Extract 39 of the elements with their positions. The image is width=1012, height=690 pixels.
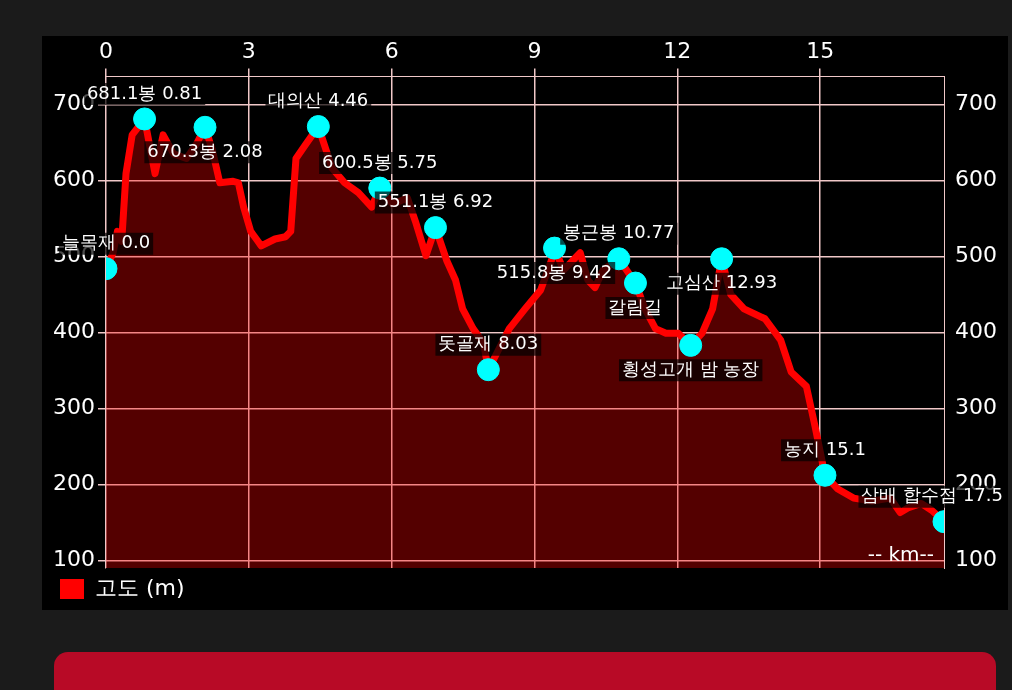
y2-tick-label: 600 [955,166,998,192]
annotation: 봉근봉 10.77 [563,221,675,243]
legend-label: 고도 (m) [95,574,185,600]
x-tick-label: 9 [527,37,542,63]
x-tick-label: 15 [806,37,835,63]
annotation: 670.3봉 2.08 [147,139,263,161]
point [710,247,734,271]
x-tick-label: 3 [241,37,256,63]
annotation: 농지 15.1 [784,437,866,459]
y2-tick-label: 300 [955,394,998,420]
annotation: 551.1봉 6.92 [377,190,494,212]
y-tick-label: 400 [52,318,95,344]
point [193,115,217,139]
annotation: 515.8봉 9.42 [496,260,613,282]
y-tick-label: 300 [52,394,95,420]
x-tick-label: 6 [384,37,399,63]
y2-tick-label: 400 [955,318,998,344]
y-tick-label: 100 [52,546,95,572]
y2-tick-label: 700 [955,90,998,116]
y-tick-label: 200 [52,470,95,496]
x-tick-label: 0 [98,37,113,63]
point [476,358,500,382]
point [133,107,157,131]
point [679,333,703,357]
annotation: 갈림길 [608,295,663,317]
x-tick-label: 12 [663,37,692,63]
annotation: 대의산 4.46 [268,89,369,111]
point [813,463,837,487]
x-axis-title: -- km-- [867,542,935,567]
y-tick-label: 600 [52,166,95,192]
point [623,271,647,295]
point [423,216,447,240]
y2-tick-label: 100 [955,546,998,572]
annotation: 횡성고개 밤 농장 [621,358,760,380]
y2-tick-label: 500 [955,242,998,268]
point [306,115,330,139]
annotation: 고심산 12.93 [666,271,778,293]
annotation: 600.5봉 5.75 [322,150,438,172]
annotation: 돗골재 8.03 [438,332,539,354]
